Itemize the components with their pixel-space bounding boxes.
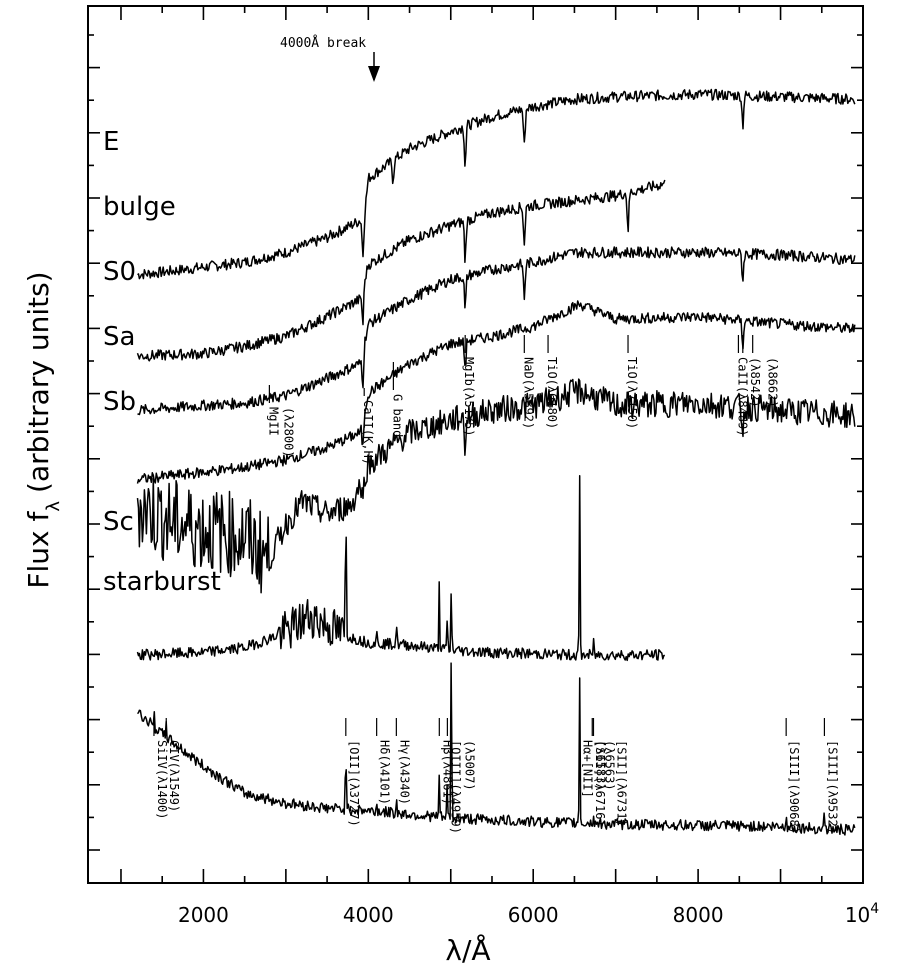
spectrum-bulge	[136, 179, 666, 362]
emission-label-8: (λ6563)	[603, 740, 617, 791]
y-axis-label-units: (arbitrary units)	[22, 271, 55, 493]
plot-frame	[87, 5, 864, 884]
absorption-label-9: (λ8662)	[766, 357, 780, 408]
absorption-label-1: CaII(K,H)	[361, 400, 375, 465]
emission-label-1: CIV(λ1549)	[167, 740, 181, 812]
absorption-label-2: G band	[390, 394, 404, 437]
emission-label-10: Hα+[NII]	[581, 740, 595, 798]
emission-label-9: (λ6583)	[593, 740, 607, 791]
series-label-S0: S0	[103, 257, 136, 287]
x-tick-label: 8000	[673, 903, 724, 927]
x-tick-label: 6000	[508, 903, 559, 927]
y-axis-label-main: Flux f	[22, 510, 55, 588]
series-label-bulge: bulge	[103, 192, 176, 222]
spectrum-starburst	[136, 662, 856, 836]
emission-label-6: [OIII](λ4959)	[448, 740, 462, 834]
spectrum-Sc	[136, 474, 666, 662]
x-tick-label: 4000	[343, 903, 394, 927]
absorption-label-7: CaII(λ8489)	[735, 357, 749, 436]
absorption-label-3: MgIb(λ5175)	[462, 357, 476, 436]
break-annotation: 4000Å break	[280, 35, 366, 51]
emission-label-0: SiIV(λ1400)	[155, 740, 169, 819]
emission-label-13: [SIII](λ9068)	[787, 740, 801, 834]
y-axis-ticks	[88, 34, 863, 851]
absorption-label-6: TiO(λ7150)	[625, 357, 639, 429]
series-label-Sb: Sb	[103, 387, 136, 417]
absorption-sublabel-0: (λ2800)	[281, 407, 295, 458]
series-label-E: E	[103, 127, 119, 157]
spectrum-Sa	[136, 300, 856, 484]
y-axis-label: Flux fλ (arbitrary units)	[22, 271, 64, 588]
break-arrow	[368, 52, 380, 82]
emission-label-12: [SII](λ6731)	[614, 740, 628, 827]
emission-label-14: [SIII](λ9532)	[825, 740, 839, 834]
absorption-label-4: NaD(λ5892)	[521, 357, 535, 429]
x-tick-label-10000: 104	[845, 901, 879, 927]
x-axis-ticks: 2000 4000 6000 8000	[120, 6, 864, 927]
x-axis-label: λ/Å	[445, 933, 490, 967]
emission-label-11: [SII](λ6716)	[593, 740, 607, 827]
series-label-Sa: Sa	[103, 322, 135, 352]
spectrum-Sb	[136, 378, 856, 594]
emission-label-4: Hγ(λ4340)	[397, 740, 411, 805]
series-label-starburst: starburst	[103, 567, 221, 597]
spectrum-S0	[137, 246, 856, 416]
emission-label-5: Hβ(λ4861)	[440, 740, 454, 805]
x-tick-label: 2000	[178, 903, 229, 927]
emission-feature-markers: SiIV(λ1400)CIV(λ1549) [OII](λ3727) Hδ(λ410…	[153, 718, 839, 834]
absorption-label-0: MgII	[266, 407, 280, 436]
absorption-feature-markers: MgII (λ2800) CaII(K,H) G band MgIb(λ5175) NaD…	[266, 335, 780, 465]
series-label-Sc: Sc	[103, 507, 134, 537]
svg-text:Flux fλ(arbitrary units): Flux fλ (arbitrary units)	[22, 271, 64, 588]
y-axis-label-sub: λ	[43, 501, 64, 512]
absorption-label-5: TiO(λ6180)	[545, 357, 559, 429]
emission-label-2: [OII](λ3727)	[347, 740, 361, 827]
absorption-label-8: (λ8542)	[748, 357, 762, 408]
spectrum-E	[137, 88, 856, 280]
emission-label-3: Hδ(λ4101)	[378, 740, 392, 805]
emission-label-7: (λ5007)	[462, 740, 476, 791]
